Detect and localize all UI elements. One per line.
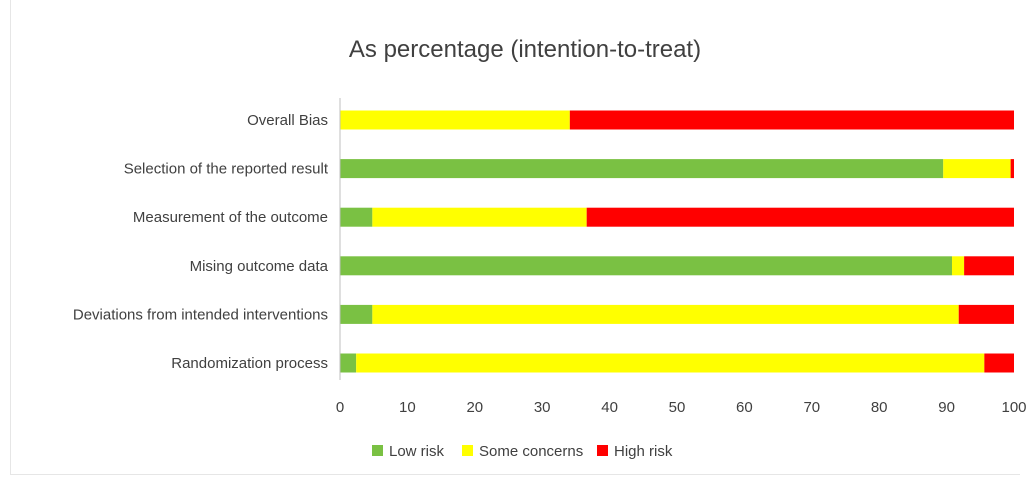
bar-segment-some-concerns xyxy=(943,159,1011,179)
x-tick-label: 100 xyxy=(1001,399,1026,416)
bar-segment-some-concerns xyxy=(356,353,985,373)
bar-segment-some-concerns xyxy=(372,207,587,227)
bar-segment-low-risk xyxy=(340,304,373,324)
category-label: Selection of the reported result xyxy=(124,161,329,178)
category-label: Deviations from intended interventions xyxy=(73,306,328,323)
bar-segment-high-risk xyxy=(586,207,1014,227)
category-label: Randomization process xyxy=(171,355,328,372)
x-tick-label: 50 xyxy=(669,399,686,416)
bar-segment-some-concerns xyxy=(340,110,570,130)
bar-segment-high-risk xyxy=(964,256,1014,276)
bar-segment-high-risk xyxy=(569,110,1014,130)
x-tick-label: 0 xyxy=(336,399,344,416)
bar-segment-low-risk xyxy=(340,207,373,227)
legend: Low risk Some concerns High risk xyxy=(372,443,673,460)
bars xyxy=(340,110,1014,373)
x-tick-label: 40 xyxy=(601,399,618,416)
x-tick-label: 10 xyxy=(399,399,416,416)
category-label: Overall Bias xyxy=(247,112,328,129)
bar-segment-high-risk xyxy=(1010,159,1014,179)
x-axis-tick-labels: 0 10 20 30 40 50 60 70 80 90 100 xyxy=(336,399,1026,416)
bar-segment-high-risk xyxy=(958,304,1014,324)
chart-frame xyxy=(10,0,1020,475)
legend-label: Low risk xyxy=(389,443,445,460)
x-tick-label: 20 xyxy=(466,399,483,416)
bar-segment-low-risk xyxy=(340,256,952,276)
bar-segment-some-concerns xyxy=(951,256,965,276)
category-label: Mising outcome data xyxy=(190,258,329,275)
bar-segment-low-risk xyxy=(340,353,357,373)
legend-label: Some concerns xyxy=(479,443,583,460)
x-tick-label: 90 xyxy=(938,399,955,416)
bar-segment-some-concerns xyxy=(372,304,959,324)
x-tick-label: 30 xyxy=(534,399,551,416)
category-label: Measurement of the outcome xyxy=(133,209,328,226)
x-tick-label: 70 xyxy=(803,399,820,416)
bar-segment-high-risk xyxy=(984,353,1014,373)
legend-swatch xyxy=(462,445,473,456)
x-tick-label: 80 xyxy=(871,399,888,416)
chart-title: As percentage (intention-to-treat) xyxy=(349,36,701,63)
bar-segment-low-risk xyxy=(340,159,944,179)
legend-swatch xyxy=(597,445,608,456)
x-tick-label: 60 xyxy=(736,399,753,416)
legend-swatch xyxy=(372,445,383,456)
legend-label: High risk xyxy=(614,443,673,460)
category-labels: Overall Bias Selection of the reported re… xyxy=(73,112,329,372)
